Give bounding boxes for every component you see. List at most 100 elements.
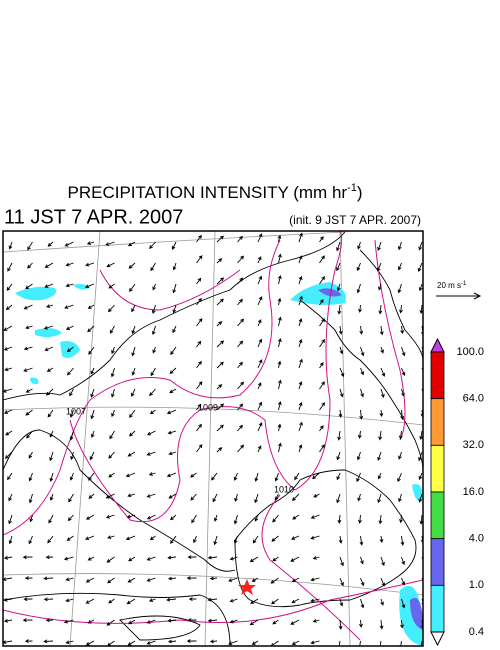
isobar-labels: 1007 1009 1010 bbox=[66, 402, 294, 494]
wind-vector bbox=[87, 304, 95, 309]
wind-vector bbox=[298, 381, 303, 390]
wind-vector bbox=[46, 304, 54, 308]
coastlines bbox=[3, 231, 423, 646]
wind-vector bbox=[65, 598, 74, 603]
wind-vector bbox=[45, 388, 54, 396]
wind-vector bbox=[68, 493, 74, 503]
wind-vector bbox=[23, 367, 33, 372]
wind-vector bbox=[108, 472, 115, 478]
wind-vector bbox=[43, 576, 54, 581]
title: PRECIPITATION INTENSITY (mm hr-1) bbox=[67, 182, 362, 203]
wind-vector bbox=[131, 367, 136, 376]
colorbar: 100.0 64.0 32.0 16.0 4.0 1.0 0.4 bbox=[430, 337, 484, 647]
isobar-label: 1009 bbox=[198, 402, 218, 412]
wind-vector bbox=[339, 577, 344, 587]
wind-vector bbox=[45, 555, 54, 560]
wind-vector bbox=[65, 325, 74, 330]
location-star bbox=[238, 579, 256, 595]
wind-vector bbox=[237, 277, 244, 285]
wind-vector bbox=[257, 401, 263, 411]
wind-vector bbox=[400, 409, 405, 420]
wind-vector bbox=[8, 514, 13, 525]
wind-vector bbox=[169, 514, 177, 521]
wind-vector bbox=[298, 275, 303, 285]
colorbar-segment bbox=[430, 584, 445, 633]
wind-vector bbox=[107, 577, 115, 584]
wind-vector bbox=[237, 403, 244, 411]
colorbar-label: 1.0 bbox=[469, 579, 484, 591]
wind-vector bbox=[90, 430, 95, 438]
wind-vector bbox=[418, 472, 423, 480]
wind-vector bbox=[90, 388, 95, 398]
wind-vector bbox=[257, 233, 263, 243]
wind-vector bbox=[43, 597, 54, 602]
wind-vector bbox=[292, 514, 300, 520]
wind-vector bbox=[359, 619, 363, 628]
wind-vector bbox=[196, 297, 202, 306]
wind-vector bbox=[237, 298, 243, 306]
wind-vector bbox=[209, 576, 218, 581]
wind-vector bbox=[166, 597, 177, 602]
wind-vector bbox=[319, 402, 325, 411]
wind-vector bbox=[25, 283, 33, 290]
wind-vector bbox=[110, 367, 115, 378]
colorbar-segment bbox=[430, 351, 445, 400]
wind-vector bbox=[380, 577, 386, 587]
wind-vector bbox=[125, 535, 136, 541]
wind-vector bbox=[65, 283, 74, 288]
wind-vector bbox=[196, 444, 203, 453]
wind-vector bbox=[291, 598, 300, 604]
colorbar-label: 16.0 bbox=[463, 486, 484, 498]
init-time: (init. 9 JST 7 APR. 2007) bbox=[289, 213, 421, 227]
wind-vector bbox=[359, 409, 364, 420]
wind-vector bbox=[187, 618, 197, 623]
wind-vector bbox=[254, 472, 259, 482]
wind-vector bbox=[337, 304, 342, 315]
wind-vector bbox=[379, 535, 384, 544]
wind-vector bbox=[190, 493, 197, 501]
wind-vector bbox=[237, 424, 243, 432]
wind-vector bbox=[249, 619, 259, 626]
wind-vector bbox=[45, 618, 54, 623]
wind-vector bbox=[85, 577, 95, 583]
wind-vector bbox=[167, 576, 177, 581]
wind-vector bbox=[108, 451, 115, 459]
wind-vector bbox=[170, 346, 177, 356]
wind-vector bbox=[338, 325, 343, 335]
wind-scale-head bbox=[473, 292, 482, 300]
coastline bbox=[359, 249, 423, 361]
wind-vector bbox=[233, 514, 238, 525]
wind-vector bbox=[24, 639, 33, 644]
precipitation bbox=[15, 282, 423, 646]
wind-vector bbox=[107, 304, 115, 313]
wind-vector bbox=[127, 493, 136, 498]
wind-vector bbox=[398, 430, 403, 440]
wind-vector bbox=[28, 451, 33, 459]
map-frame bbox=[2, 230, 424, 647]
wind-vector bbox=[168, 451, 177, 456]
wind-vector bbox=[65, 577, 74, 582]
wind-vector bbox=[380, 598, 384, 606]
wind-vector bbox=[360, 388, 364, 398]
wind-vector bbox=[359, 325, 364, 335]
isobar-label: 1007 bbox=[66, 406, 86, 416]
wind-vector bbox=[146, 430, 156, 436]
wind-vector bbox=[105, 514, 115, 519]
wind-vector bbox=[257, 338, 263, 348]
wind-vector bbox=[298, 318, 303, 327]
wind-vector bbox=[319, 318, 325, 327]
wind-vector bbox=[107, 640, 115, 646]
wind-vector bbox=[4, 451, 13, 459]
wind-vector bbox=[149, 241, 156, 249]
wind-vector bbox=[146, 493, 156, 498]
wind-vector bbox=[310, 598, 320, 603]
rain-area bbox=[412, 484, 423, 501]
wind-vector bbox=[277, 360, 282, 369]
map-area: 1007 1009 1010 bbox=[3, 231, 423, 646]
wind-vector bbox=[400, 325, 405, 335]
wind-vector bbox=[251, 640, 259, 645]
wind-vector bbox=[109, 325, 115, 334]
wind-vector bbox=[359, 535, 364, 546]
wind-vector bbox=[46, 367, 54, 372]
wind-vector bbox=[360, 367, 364, 376]
